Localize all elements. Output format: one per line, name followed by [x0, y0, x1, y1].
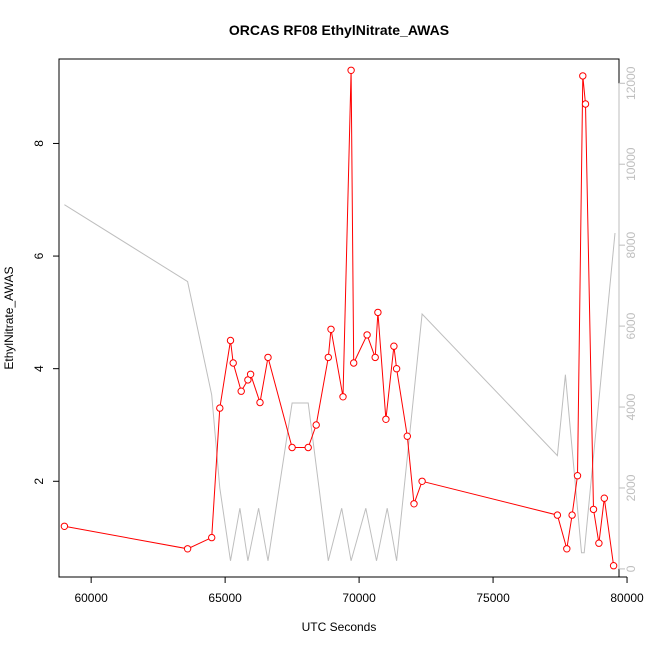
y2-tick-label: 2000: [624, 474, 638, 501]
y2-tick-label: 4000: [624, 393, 638, 420]
x-axis: 60000 65000 70000 75000 80000: [74, 576, 644, 605]
data-point: [350, 359, 358, 367]
plot-frame: [58, 58, 620, 578]
y2-tick-label: 10000: [624, 147, 638, 181]
data-point: [581, 100, 590, 108]
data-point: [312, 421, 320, 429]
data-point: [371, 353, 379, 362]
series-layer: [60, 66, 618, 570]
y-tick-label: 4: [32, 365, 46, 372]
chart-title: ORCAS RF08 EthylNitrate_AWAS: [229, 22, 449, 38]
data-point: [589, 505, 598, 514]
data-point: [327, 325, 335, 333]
x-tick-label: 65000: [208, 591, 242, 605]
data-point: [183, 545, 192, 553]
data-point: [403, 432, 411, 440]
x-tick-label: 80000: [610, 591, 644, 605]
data-point: [410, 500, 418, 508]
data-point: [418, 477, 426, 485]
y2-tick-label: 12000: [624, 66, 638, 100]
x-tick-label: 70000: [342, 591, 376, 605]
x-tick-label: 75000: [476, 591, 510, 605]
data-point: [226, 336, 235, 345]
y-tick-label: 6: [32, 252, 46, 259]
x-axis-label: UTC Seconds: [302, 620, 377, 634]
data-point: [595, 539, 603, 547]
data-point: [60, 522, 69, 530]
series-line-left: [64, 70, 615, 566]
y-tick-label: 8: [32, 140, 46, 147]
data-point: [229, 359, 237, 367]
data-point: [246, 370, 255, 378]
data-point: [363, 331, 371, 339]
y2-tick-label: 8000: [624, 231, 638, 258]
data-point: [609, 562, 618, 570]
data-point: [208, 533, 216, 542]
series-line-right: [64, 204, 616, 561]
data-point: [288, 443, 296, 452]
data-point: [256, 398, 264, 407]
data-point: [573, 472, 582, 480]
data-point: [600, 494, 608, 502]
data-point: [324, 353, 332, 362]
x-tick-label: 60000: [74, 591, 108, 605]
data-point: [216, 404, 224, 412]
data-point: [382, 415, 390, 423]
data-point: [264, 353, 272, 362]
data-point: [392, 365, 401, 373]
data-point: [374, 308, 382, 317]
data-point: [390, 342, 398, 350]
y2-tick-label: 6000: [624, 312, 638, 339]
data-point: [237, 387, 245, 395]
data-point: [339, 393, 347, 401]
y2-tick-label: 0: [624, 565, 638, 572]
data-point: [304, 443, 312, 452]
data-point: [347, 66, 355, 75]
y-axis-left: 2 4 6 8: [32, 140, 60, 485]
data-point: [568, 511, 576, 519]
data-point: [579, 72, 587, 80]
y-tick-label: 2: [32, 478, 46, 485]
data-point: [563, 545, 571, 553]
data-point: [553, 511, 562, 519]
y-axis-right: 0 2000 4000 6000 8000 10000 12000: [618, 66, 638, 572]
y-axis-label: EthylNitrate_AWAS: [2, 266, 16, 369]
